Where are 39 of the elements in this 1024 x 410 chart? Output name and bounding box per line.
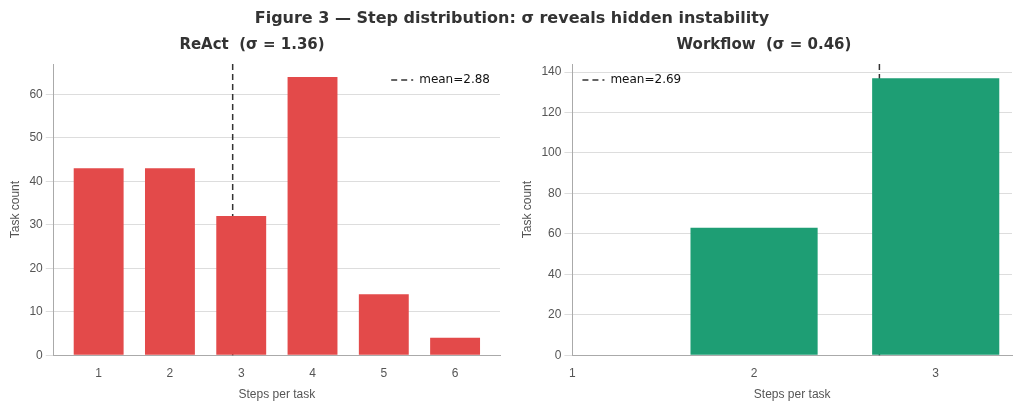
chart-title: ReAct (σ = 1.36) [179, 34, 325, 53]
bar [430, 337, 481, 355]
x-tick-label: 2 [166, 365, 174, 380]
bar [73, 168, 124, 355]
x-tick-label: 3 [932, 365, 940, 380]
y-tick-label: 20 [29, 260, 44, 275]
x-axis-title: Steps per task [753, 387, 832, 402]
ref-line-label: mean=2.69 [610, 72, 682, 87]
y-axis-title: Task count [7, 180, 22, 239]
y-tick-label: 140 [541, 64, 562, 79]
bar [144, 168, 195, 355]
chart-title: Workflow (σ = 0.46) [676, 34, 852, 53]
y-tick-label: 120 [541, 104, 562, 119]
y-tick-label: 20 [548, 307, 562, 322]
x-tick-label: 6 [451, 365, 459, 380]
x-tick-label: 1 [569, 365, 577, 380]
y-tick-label: 10 [29, 304, 44, 319]
y-tick-label: 40 [548, 266, 562, 281]
x-axis-title: Steps per task [238, 387, 317, 402]
x-tick-label: 2 [750, 365, 758, 380]
y-tick-label: 60 [29, 86, 44, 101]
y-tick-label: 30 [29, 217, 44, 232]
x-tick-label: 1 [95, 365, 103, 380]
y-tick-label: 0 [554, 347, 562, 362]
bar [287, 77, 338, 355]
bar [358, 294, 409, 355]
bar [216, 216, 267, 355]
y-tick-label: 60 [548, 226, 562, 241]
y-tick-label: 40 [29, 173, 44, 188]
x-tick-label: 5 [380, 365, 388, 380]
y-tick-label: 100 [541, 145, 562, 160]
y-tick-label: 50 [29, 130, 44, 145]
y-axis-title: Task count [519, 180, 534, 239]
y-tick-label: 0 [36, 347, 44, 362]
ref-line-label: mean=2.88 [419, 72, 491, 87]
x-tick-label: 3 [237, 365, 245, 380]
x-tick-label: 4 [309, 365, 317, 380]
y-tick-label: 80 [548, 185, 562, 200]
caption: Figure 3 — Step distribution: σ reveals hidden instability [253, 7, 771, 29]
